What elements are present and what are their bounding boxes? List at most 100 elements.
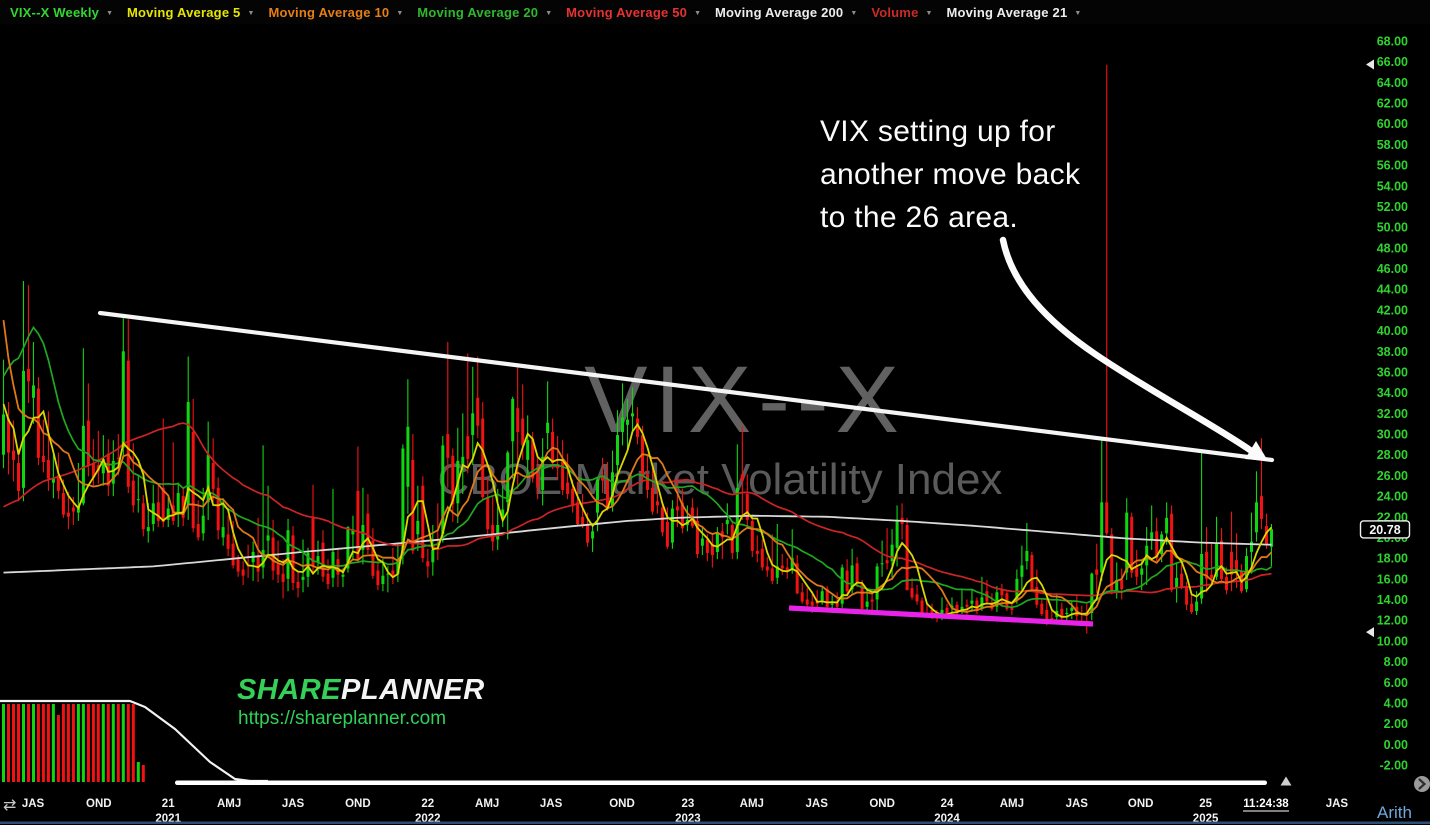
candle-body — [1090, 573, 1094, 613]
toolbar-item-label: VIX--X Weekly — [10, 4, 100, 20]
price-tick-label: 52.00 — [1377, 200, 1408, 214]
price-tick-label: -2.00 — [1380, 759, 1409, 773]
price-tick-label: 56.00 — [1377, 159, 1408, 173]
toolbar-item-moving-average-5[interactable]: Moving Average 5 ▼ — [127, 5, 254, 20]
toolbar-item-volume[interactable]: Volume ▼ — [871, 5, 932, 20]
candle-body — [840, 567, 844, 604]
candle-body — [391, 570, 395, 576]
toolbar-item-moving-average-21[interactable]: Moving Average 21 ▼ — [946, 5, 1081, 20]
candle-body — [76, 506, 80, 513]
candle-body — [146, 527, 150, 532]
dropdown-caret-icon[interactable]: ▼ — [545, 9, 553, 17]
candle-body — [1030, 555, 1034, 590]
candle-body — [646, 474, 649, 490]
time-tick-label: AMJ — [1000, 798, 1024, 810]
candle-body — [141, 503, 145, 530]
session-clock[interactable]: 11:24:38 — [1243, 798, 1289, 810]
candle-body — [176, 493, 180, 515]
candle-body — [1185, 586, 1189, 605]
candle-body — [71, 507, 75, 512]
candle-body — [556, 466, 560, 469]
time-tick-label: JAS — [282, 798, 305, 810]
candle-body — [1135, 567, 1139, 577]
candle-body — [1025, 550, 1029, 562]
candle-body — [945, 607, 949, 615]
pan-horizontal-icon[interactable]: ⇄ — [3, 795, 16, 814]
trendline-drawing[interactable] — [97, 310, 1275, 463]
price-tick-label: 12.00 — [1377, 614, 1408, 628]
candle-body — [381, 575, 385, 584]
candle-body — [616, 435, 619, 466]
price-tick-label: 16.00 — [1377, 572, 1408, 586]
candle-body — [845, 570, 849, 592]
candle-body — [1230, 551, 1233, 575]
candle-body — [441, 445, 445, 535]
ma10-line — [2, 319, 1273, 617]
volume-bar — [126, 704, 130, 782]
toolbar-item-moving-average-50[interactable]: Moving Average 50 ▼ — [566, 5, 701, 20]
candle-body — [631, 413, 634, 417]
time-tick-label: 25 — [1199, 798, 1212, 810]
price-tick-label: 58.00 — [1377, 138, 1408, 152]
dropdown-caret-icon[interactable]: ▼ — [925, 9, 933, 17]
candle-body — [665, 521, 669, 547]
candle-body — [1020, 565, 1024, 577]
toolbar-item-moving-average-200[interactable]: Moving Average 200 ▼ — [715, 5, 857, 20]
toolbar-item-vix-x-weekly[interactable]: VIX--X Weekly ▼ — [10, 5, 113, 20]
volume-bar — [51, 704, 55, 782]
horizontal-scrollbar[interactable] — [175, 780, 1267, 786]
dropdown-caret-icon[interactable]: ▼ — [694, 9, 702, 17]
candle-body — [920, 600, 924, 616]
candle-body — [611, 472, 614, 507]
scale-mode-label[interactable]: Arith — [1377, 803, 1412, 822]
candle-body — [875, 566, 879, 600]
candle-body — [636, 418, 639, 438]
candle-body — [386, 573, 390, 575]
candle-body — [191, 432, 195, 529]
arrow-head[interactable] — [1245, 441, 1268, 461]
watermark-name: CBOE Market Volatility Index — [438, 455, 1003, 504]
dropdown-caret-icon[interactable]: ▼ — [850, 9, 858, 17]
candle-body — [526, 440, 530, 460]
candle-body — [81, 425, 85, 504]
candle-body — [136, 499, 140, 501]
dropdown-caret-icon[interactable]: ▼ — [396, 9, 404, 17]
candle-body — [206, 454, 210, 503]
volume-bar — [111, 704, 115, 782]
candle-body — [1150, 532, 1154, 540]
candle-body — [960, 606, 964, 610]
time-tick-label: 23 — [682, 798, 695, 810]
chart-annotation-text[interactable]: VIX setting up for another move back to … — [820, 110, 1080, 239]
candle-body — [451, 455, 455, 505]
candle-body — [980, 597, 984, 609]
candle-body — [276, 564, 280, 575]
volume-bar — [2, 704, 5, 782]
now-marker-icon[interactable] — [1280, 776, 1292, 786]
candle-body — [471, 413, 475, 435]
candle-body — [17, 463, 20, 491]
candle-body — [700, 538, 704, 546]
candle-body — [995, 592, 999, 607]
time-tick-label: AMJ — [740, 798, 764, 810]
arrow-drawing[interactable] — [999, 236, 1254, 454]
candle-body — [461, 456, 465, 466]
volume-bar — [12, 704, 15, 782]
volume-bar — [76, 704, 80, 782]
scroll-right-button[interactable] — [1414, 776, 1430, 792]
price-tick-label: 60.00 — [1377, 117, 1408, 131]
annotation-line-1: VIX setting up for — [820, 115, 1056, 148]
volume-bar — [46, 704, 50, 782]
candle-body — [880, 563, 884, 565]
dropdown-caret-icon[interactable]: ▼ — [106, 9, 113, 17]
toolbar-item-moving-average-10[interactable]: Moving Average 10 ▼ — [268, 5, 403, 20]
dropdown-caret-icon[interactable]: ▼ — [1074, 9, 1082, 17]
volume-bar — [32, 704, 35, 782]
dropdown-caret-icon[interactable]: ▼ — [247, 9, 255, 17]
price-tick-label: 28.00 — [1377, 448, 1408, 462]
support-line-drawing[interactable] — [788, 605, 1094, 627]
chevron-right-icon[interactable] — [1418, 778, 1427, 790]
toolbar-item-moving-average-20[interactable]: Moving Average 20 ▼ — [417, 5, 552, 20]
candle-body — [101, 458, 105, 474]
candle-body — [1260, 496, 1263, 519]
